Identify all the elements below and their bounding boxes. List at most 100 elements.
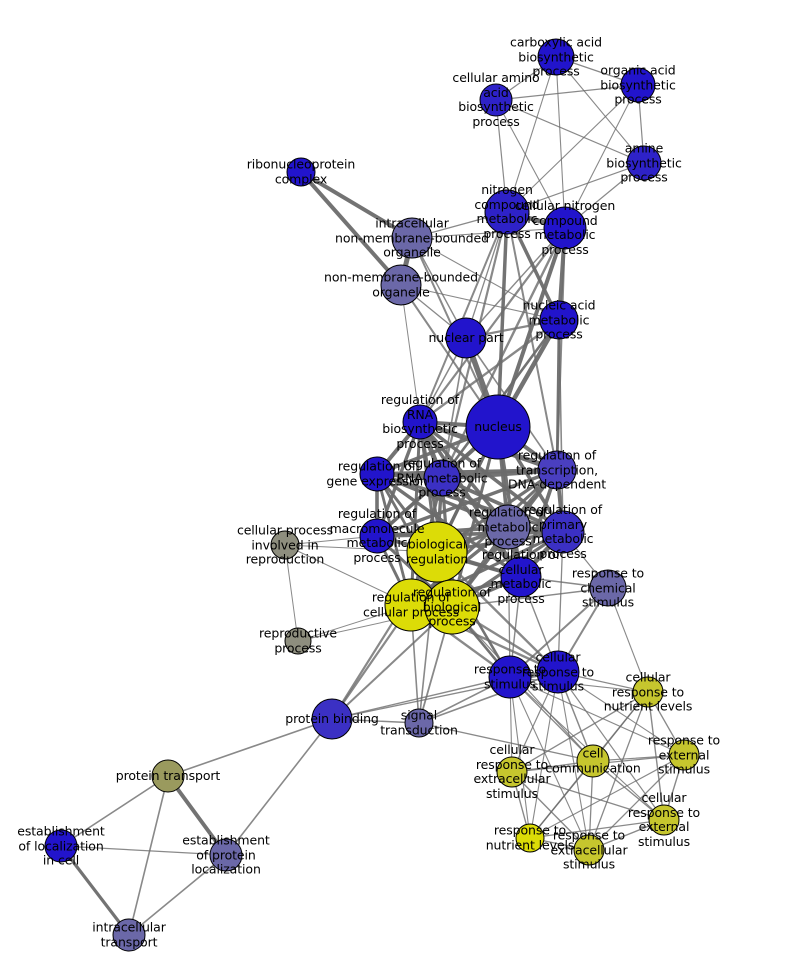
network-node[interactable] <box>500 556 542 598</box>
network-node[interactable] <box>484 189 530 235</box>
network-edge <box>529 671 559 839</box>
network-edge <box>495 84 639 101</box>
network-node[interactable] <box>380 264 422 306</box>
network-node[interactable] <box>485 504 531 550</box>
network-edge <box>511 771 665 821</box>
network-node[interactable] <box>391 217 433 259</box>
network-edge <box>557 531 564 673</box>
network-node[interactable] <box>479 83 513 117</box>
network-edge <box>555 56 566 229</box>
network-edge <box>506 84 639 213</box>
network-edge <box>128 775 169 936</box>
network-edge <box>465 227 566 339</box>
network-edge <box>496 226 567 429</box>
network-node[interactable] <box>589 569 627 607</box>
network-edge <box>647 691 665 821</box>
network-edge <box>400 284 421 423</box>
network-node[interactable] <box>541 510 585 554</box>
network-edge <box>529 760 594 839</box>
network-edge <box>509 676 649 693</box>
network-edge <box>331 676 511 720</box>
network-edge <box>299 170 403 287</box>
network-edge <box>588 754 685 851</box>
network-edge <box>59 844 131 937</box>
network-edge <box>509 676 531 839</box>
network-edge <box>557 671 685 756</box>
network-edge <box>511 771 590 851</box>
network-node[interactable] <box>515 823 545 853</box>
network-edge <box>167 718 333 777</box>
network-node[interactable] <box>626 145 662 181</box>
network-node[interactable] <box>284 627 312 655</box>
network-edge <box>511 691 649 773</box>
network-edge <box>440 476 565 534</box>
network-node[interactable] <box>488 655 532 699</box>
network-edge <box>555 56 645 164</box>
network-edge <box>529 819 665 839</box>
network-node[interactable] <box>536 650 580 694</box>
network-edge <box>418 318 561 424</box>
network-edge <box>60 845 227 856</box>
network-node[interactable] <box>404 708 434 738</box>
network-node[interactable] <box>632 676 664 708</box>
network-edge <box>607 587 649 693</box>
network-node[interactable] <box>423 459 461 497</box>
network-node[interactable] <box>620 67 656 103</box>
edge-layer <box>59 56 685 937</box>
network-node[interactable] <box>648 804 680 836</box>
network-node[interactable] <box>112 918 146 952</box>
network-edge <box>564 84 639 229</box>
network-edge <box>418 722 594 762</box>
network-node[interactable] <box>537 450 577 490</box>
network-edge <box>330 550 439 721</box>
network-node[interactable] <box>311 698 353 740</box>
network-edge <box>375 468 559 538</box>
network-node[interactable] <box>465 394 531 460</box>
network-edge <box>588 691 649 851</box>
network-edge <box>555 318 561 472</box>
network-edge <box>557 671 665 821</box>
network-node[interactable] <box>286 157 316 187</box>
network-node[interactable] <box>537 38 575 76</box>
network-edge <box>128 854 227 936</box>
network-edge <box>411 237 560 321</box>
network-node[interactable] <box>209 838 243 872</box>
network-edge <box>529 754 685 839</box>
network-node[interactable] <box>359 518 395 554</box>
network-edge <box>557 671 590 851</box>
node-layer <box>44 38 700 952</box>
network-edge <box>506 162 645 213</box>
network-edge <box>495 99 566 229</box>
network-node[interactable] <box>270 530 300 560</box>
network-edge <box>409 468 559 607</box>
network-edge <box>506 56 557 213</box>
network-edge <box>418 671 559 724</box>
network-node[interactable] <box>402 404 438 440</box>
network-edge <box>509 676 685 756</box>
network-edge <box>509 676 590 851</box>
network-edge <box>507 526 511 678</box>
network-node[interactable] <box>424 579 480 635</box>
network-node[interactable] <box>543 206 587 250</box>
network-edge <box>225 718 333 856</box>
network-node[interactable] <box>668 739 700 771</box>
network-edge <box>375 468 559 476</box>
network-edge <box>299 170 414 240</box>
network-edge <box>411 227 566 239</box>
network-edge <box>418 226 567 424</box>
network-node[interactable] <box>44 829 78 863</box>
network-edge <box>375 420 422 538</box>
network-node[interactable] <box>496 756 528 788</box>
network-node[interactable] <box>359 456 395 492</box>
network-node[interactable] <box>406 521 468 583</box>
network-node[interactable] <box>445 317 487 359</box>
network-edge <box>400 284 560 321</box>
network-edge <box>284 544 299 642</box>
network-edge <box>558 319 564 533</box>
network-node[interactable] <box>576 744 610 778</box>
network-node[interactable] <box>151 759 185 793</box>
network-node[interactable] <box>539 300 579 340</box>
network-node[interactable] <box>573 834 605 866</box>
